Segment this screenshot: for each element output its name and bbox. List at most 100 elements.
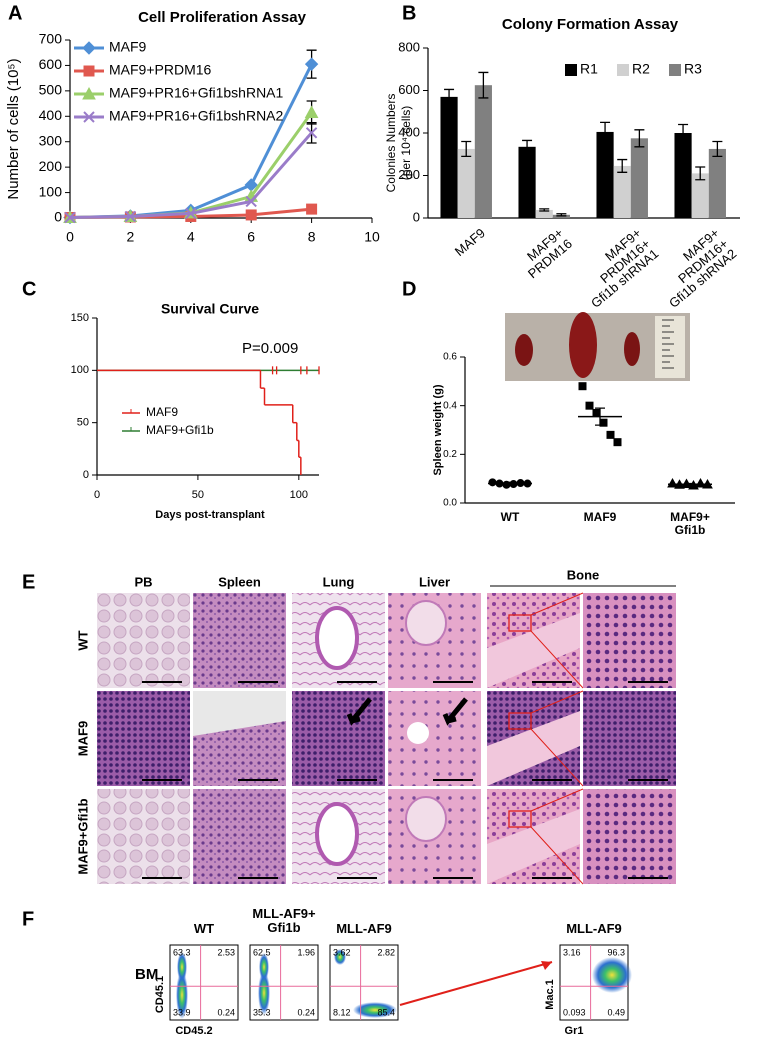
error-bar-line <box>444 88 455 105</box>
marker <box>304 105 319 118</box>
marker <box>245 209 257 221</box>
error-bar-line <box>600 121 611 143</box>
marker <box>306 203 318 215</box>
error-bar <box>505 481 515 486</box>
cell-population <box>258 971 270 1015</box>
quadrant-value: 33.9 <box>173 1007 191 1017</box>
legend-label: MAF9+PRDM16 <box>109 62 212 78</box>
marker <box>488 478 497 487</box>
quadrant-value: 2.82 <box>377 947 395 957</box>
x-tick-label: 8 <box>308 229 316 245</box>
plot-title: MLL-AF9+ Gfi1b <box>252 906 316 935</box>
y-axis-label: Number of cells (10⁵) <box>5 58 22 199</box>
tissue-label: BM <box>135 966 158 983</box>
panel-label: E <box>22 571 35 593</box>
error-bar-line <box>478 71 489 99</box>
series-line <box>69 111 313 219</box>
y-tick-label: 600 <box>39 56 63 72</box>
x-tick-label: 100 <box>290 489 308 501</box>
x-tick-label: 0 <box>94 489 100 501</box>
y-tick-label: 0.4 <box>443 400 457 411</box>
bar <box>596 131 614 218</box>
histology-image <box>292 691 385 786</box>
chart-title: Colony Formation Assay <box>502 16 679 33</box>
y-tick-label: 600 <box>398 82 420 97</box>
bar <box>691 173 709 218</box>
y-tick-label: 100 <box>39 183 63 199</box>
histology-image <box>97 593 190 688</box>
zoom-lines <box>530 592 584 689</box>
bar <box>674 133 692 218</box>
quadrant-value: 62.5 <box>253 947 271 957</box>
quadrant-value: 8.12 <box>333 1007 351 1017</box>
quadrant-value: 35.3 <box>253 1007 271 1017</box>
y-tick-label: 500 <box>39 82 63 98</box>
marker <box>245 195 257 208</box>
quadrant-value: 2.53 <box>217 947 235 957</box>
bar <box>440 96 458 218</box>
chart-title: Cell Proliferation Assay <box>138 9 306 26</box>
error-bar-line <box>505 481 515 486</box>
airway <box>315 802 359 866</box>
legend-label: R2 <box>632 61 650 77</box>
histology-image <box>97 691 190 786</box>
legend-swatch <box>669 64 681 76</box>
arrow <box>442 697 468 726</box>
vein <box>405 600 447 646</box>
marker <box>305 127 318 139</box>
bone-cortex <box>487 711 580 786</box>
y-tick-label: 0 <box>83 469 89 481</box>
quadrant-gate <box>560 945 628 1020</box>
error-bar <box>556 213 567 217</box>
quadrant-value: 3.16 <box>563 947 581 957</box>
marker <box>585 401 594 410</box>
error-bar-line <box>712 140 723 158</box>
zoom-lines <box>530 788 584 885</box>
quadrant-value: 3.62 <box>333 947 351 957</box>
quadrant-value: 0.24 <box>297 1007 315 1017</box>
column-label: Bone <box>567 567 600 582</box>
vein <box>405 796 447 842</box>
error-bar <box>539 208 550 212</box>
legend-label: MAF9+Gfi1b <box>146 423 214 437</box>
y-tick-label: 100 <box>71 364 89 376</box>
x-tick-label: WT <box>500 510 520 524</box>
y-tick-label: 800 <box>398 39 420 54</box>
y-axis-label: Colonies Numbers <box>384 94 398 193</box>
quadrant-gate <box>170 945 238 1020</box>
histology-image <box>583 789 676 884</box>
error-bar <box>522 139 533 154</box>
x-tick-label: 0 <box>66 229 74 245</box>
column-label: Liver <box>419 574 450 589</box>
error-bar <box>712 140 723 158</box>
error-bar-line <box>685 482 695 486</box>
column-label: PB <box>134 574 152 589</box>
annotation: P=0.009 <box>242 340 298 357</box>
bone-cortex <box>487 809 580 884</box>
bar <box>613 165 631 218</box>
cell-population <box>592 957 632 993</box>
y-axis-label: CD45.1 <box>154 976 166 1013</box>
error-bar <box>678 123 689 143</box>
x-tick-label: 10 <box>364 229 380 245</box>
y-axis-label: (per 10⁴ cells) <box>399 106 413 181</box>
y-tick-label: 400 <box>398 124 420 139</box>
panel-label: F <box>22 908 34 930</box>
cell-population <box>176 971 188 1019</box>
bar <box>708 148 726 218</box>
legend-swatch <box>617 64 629 76</box>
zoom-box <box>508 614 532 632</box>
error-bar-line <box>595 407 605 426</box>
panel-label: C <box>22 278 36 300</box>
error-bar <box>444 88 455 105</box>
column-label: Lung <box>323 574 355 589</box>
arrow <box>346 697 372 726</box>
y-tick-label: 0.0 <box>443 498 457 509</box>
panel-label: D <box>402 278 416 300</box>
y-tick-label: 700 <box>39 31 63 47</box>
histology-image <box>388 691 481 786</box>
y-tick-label: 0.6 <box>443 352 457 363</box>
y-tick-label: 0 <box>413 209 420 224</box>
